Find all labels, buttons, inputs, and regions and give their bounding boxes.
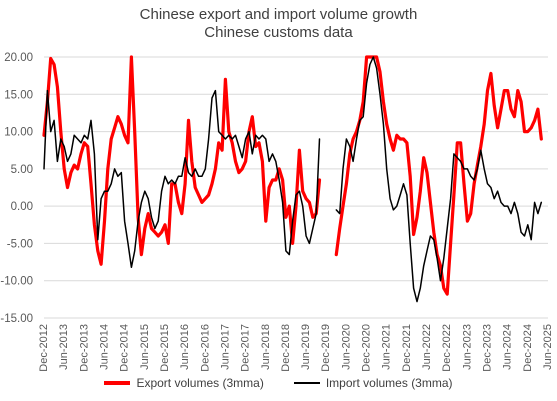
y-tick-label: 20.00: [4, 52, 33, 64]
x-tick-label: Dec-2014: [119, 324, 131, 372]
legend: Export volumes (3mma) Import volumes (3m…: [0, 376, 557, 390]
x-tick-label: Dec-2012: [38, 324, 50, 372]
y-tick-label: 0.00: [11, 201, 33, 213]
x-tick-label: Jun-2016: [179, 324, 191, 370]
x-tick-label: Dec-2016: [199, 324, 211, 372]
x-tick-label: Dec-2020: [361, 324, 373, 372]
legend-label-import: Import volumes (3mma): [325, 376, 453, 390]
x-tick-label: Jun-2020: [340, 324, 352, 370]
x-tick-label: Dec-2017: [240, 324, 252, 372]
x-tick-label: Jun-2025: [542, 324, 554, 370]
x-tick-label: Jun-2019: [300, 324, 312, 370]
import-volumes-line: [43, 89, 321, 269]
x-tick-label: Jun-2013: [58, 324, 70, 370]
x-tick-label: Jun-2018: [260, 324, 272, 370]
x-tick-label: Jun-2017: [219, 324, 231, 370]
x-tick-label: Dec-2022: [441, 324, 453, 372]
x-tick-label: Dec-2018: [280, 324, 292, 372]
legend-item-export: Export volumes (3mma): [104, 376, 264, 390]
x-tick-label: Jun-2022: [421, 324, 433, 370]
x-tick-label: Jun-2023: [461, 324, 473, 370]
x-tick-label: Jun-2021: [381, 324, 393, 370]
x-tick-label: Dec-2019: [320, 324, 332, 372]
legend-label-export: Export volumes (3mma): [136, 376, 264, 390]
y-tick-label: 10.00: [4, 127, 33, 139]
series-lines: [42, 55, 543, 303]
x-tick-label: Dec-2021: [401, 324, 413, 372]
x-tick-label: Dec-2023: [482, 324, 494, 372]
x-tick-label: Dec-2024: [522, 324, 534, 372]
import-volumes-line: [335, 56, 543, 303]
legend-swatch-export: [104, 381, 131, 385]
x-tick-label: Dec-2015: [159, 324, 171, 372]
x-tick-label: Jun-2014: [98, 324, 110, 370]
export-volumes-line: [42, 55, 322, 266]
x-axis: Dec-2012 Jun-2013 Dec-2013 Jun-2014 Dec-2014…: [38, 324, 554, 372]
x-tick-label: Jun-2015: [139, 324, 151, 370]
y-tick-label: 5.00: [11, 164, 33, 176]
legend-swatch-import: [293, 382, 320, 384]
legend-item-import: Import volumes (3mma): [293, 376, 453, 390]
chart-title: Chinese export and import volume growth: [139, 6, 418, 23]
x-tick-label: Jun-2024: [502, 324, 514, 370]
y-tick-label: -15.00: [0, 313, 33, 325]
y-axis: 20.00 15.00 10.00 5.00 0.00 -5.00 -10.00 -15.00: [0, 52, 33, 325]
export-volumes-line: [334, 55, 543, 296]
x-tick-label: Dec-2013: [78, 324, 90, 372]
y-tick-label: 15.00: [4, 89, 33, 101]
y-tick-label: -5.00: [7, 238, 33, 250]
y-tick-label: -10.00: [0, 276, 33, 288]
chart-subtitle: Chinese customs data: [204, 24, 353, 41]
